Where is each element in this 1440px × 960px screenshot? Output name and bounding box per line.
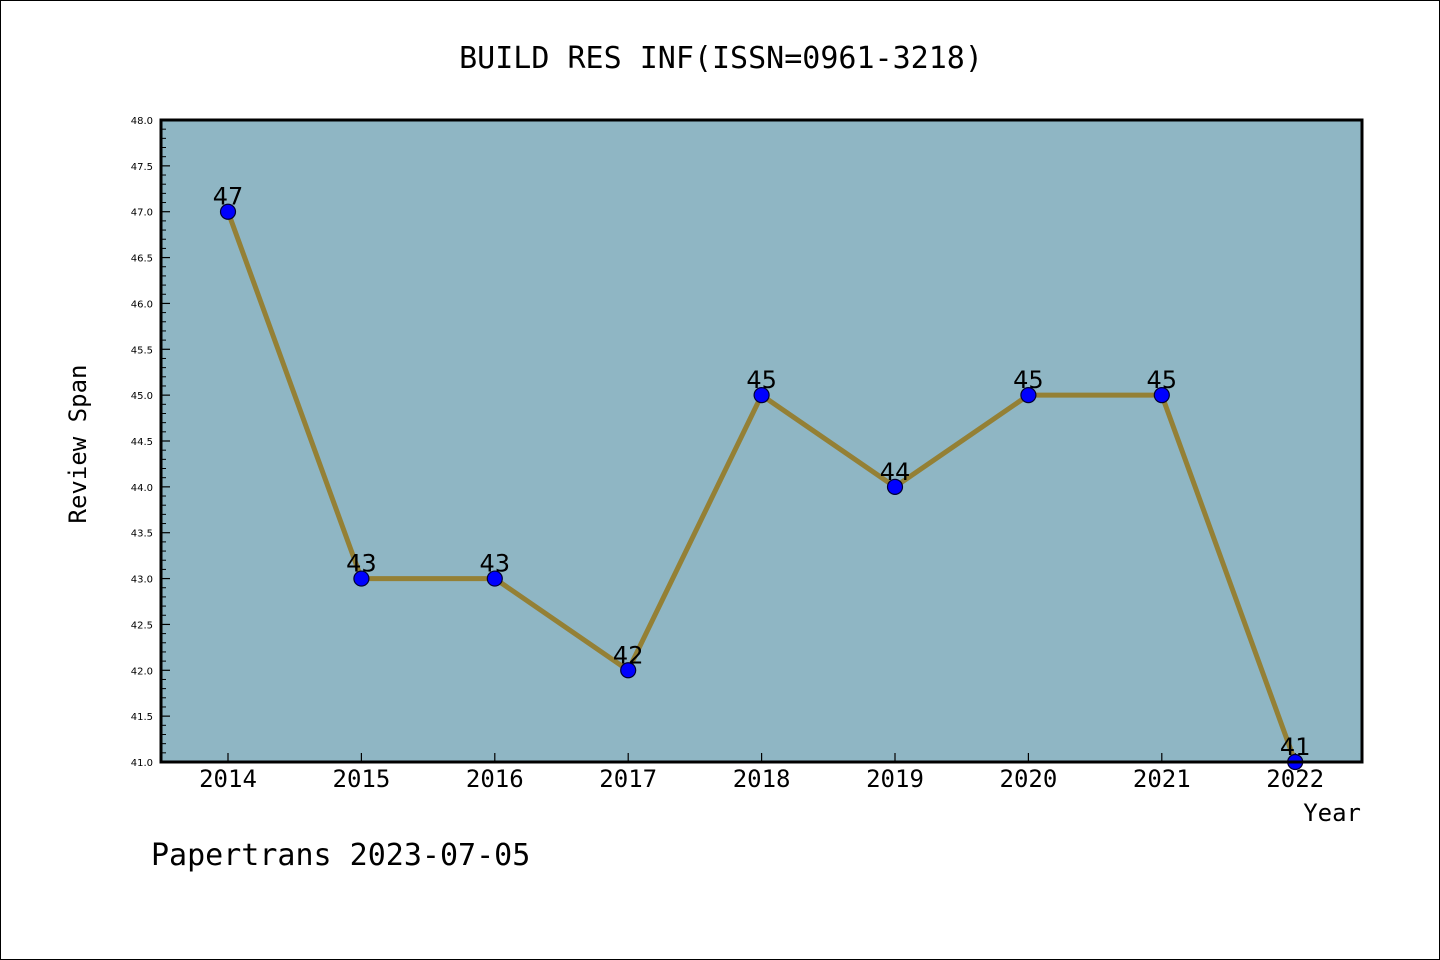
x-tick-label: 2017 bbox=[599, 765, 657, 793]
x-tick-label: 2019 bbox=[866, 765, 924, 793]
y-tick-label: 45.5 bbox=[131, 345, 153, 356]
data-label: 45 bbox=[1013, 366, 1044, 394]
y-tick-label: 44.0 bbox=[131, 483, 153, 494]
data-label: 44 bbox=[880, 458, 911, 486]
y-tick-label: 41.0 bbox=[131, 758, 153, 769]
series-review-span bbox=[219, 203, 1304, 771]
y-tick-label: 47.5 bbox=[131, 162, 153, 173]
y-tick-label: 42.0 bbox=[131, 666, 153, 677]
y-tick-label: 45.0 bbox=[131, 391, 153, 402]
data-label: 41 bbox=[1280, 733, 1311, 761]
x-tick-label: 2018 bbox=[733, 765, 791, 793]
data-point bbox=[219, 203, 237, 220]
y-tick-label: 46.0 bbox=[131, 299, 153, 310]
data-point bbox=[753, 387, 770, 404]
y-axis-label: Review Span bbox=[64, 365, 92, 524]
x-tick-label: 2016 bbox=[466, 765, 524, 793]
y-tick-label: 47.0 bbox=[131, 208, 153, 219]
x-axis: 2014 2015 2016 2017 2018 2019 2020 2021 2022 bbox=[199, 753, 1324, 793]
data-point bbox=[353, 570, 370, 587]
y-tick-label: 48.0 bbox=[131, 116, 153, 127]
data-label: 43 bbox=[346, 550, 377, 578]
chart-title: BUILD RES INF(ISSN=0961-3218) bbox=[459, 41, 983, 76]
x-tick-label: 2014 bbox=[199, 765, 257, 793]
y-tick-label: 41.5 bbox=[131, 712, 153, 723]
data-point bbox=[1020, 387, 1037, 404]
data-label: 43 bbox=[480, 550, 511, 578]
data-label: 42 bbox=[613, 641, 644, 669]
data-labels: 47 43 43 42 45 44 45 45 41 bbox=[213, 183, 1311, 761]
data-point bbox=[886, 478, 904, 495]
x-tick-label: 2020 bbox=[1000, 765, 1058, 793]
y-tick-label: 44.5 bbox=[131, 437, 153, 448]
x-tick-label: 2021 bbox=[1133, 765, 1191, 793]
y-tick-label: 46.5 bbox=[131, 254, 153, 265]
data-label: 45 bbox=[746, 366, 777, 394]
data-point bbox=[1153, 387, 1170, 404]
x-axis-label: Year bbox=[1303, 799, 1361, 827]
data-label: 47 bbox=[213, 183, 244, 211]
data-label: 45 bbox=[1147, 366, 1178, 394]
y-tick-label: 43.5 bbox=[131, 529, 153, 540]
plot-area bbox=[161, 120, 1362, 762]
y-tick-label: 42.5 bbox=[131, 620, 153, 631]
plot-frame bbox=[159, 118, 1364, 764]
x-tick-label: 2015 bbox=[333, 765, 391, 793]
y-tick-label: 43.0 bbox=[131, 575, 153, 586]
footer-note: Papertrans 2023-07-05 bbox=[151, 838, 530, 873]
data-point bbox=[486, 570, 503, 587]
data-point bbox=[620, 662, 637, 679]
